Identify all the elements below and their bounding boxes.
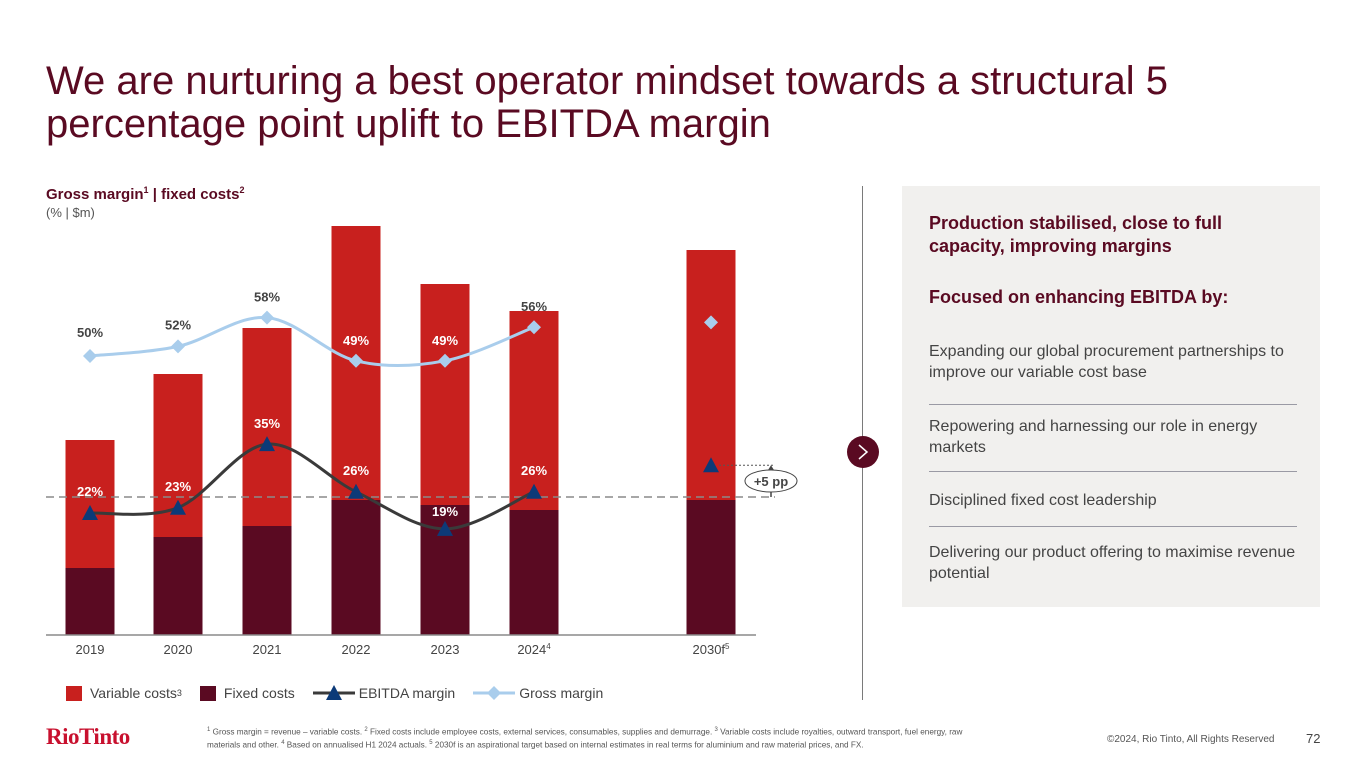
ebitda-margin-marker [82, 505, 98, 520]
chart-title-text: Gross margin [46, 186, 144, 203]
bar-fixed-costs [686, 500, 736, 635]
ebitda-margin-label: 22% [77, 484, 103, 499]
legend-label: Variable costs [90, 685, 177, 701]
footnote-sup: 1 [207, 727, 211, 733]
ebitda-margin-marker [170, 499, 186, 515]
panel-separator [929, 526, 1297, 527]
summary-panel: Production stabilised, close to full cap… [902, 186, 1320, 607]
gross-margin-label: 50% [77, 325, 103, 340]
footnote-text: Variable costs include royalties, outwar… [207, 727, 963, 750]
chart-unit: (% | $m) [46, 205, 95, 220]
panel-separator [929, 471, 1297, 472]
x-tick-label: 2022 [342, 642, 371, 657]
footnote-text: Gross margin = revenue – variable costs. [210, 727, 365, 737]
slide-title: We are nurturing a best operator mindset… [46, 59, 1169, 146]
bar-variable-costs [242, 328, 292, 526]
page-number: 72 [1306, 731, 1321, 746]
uplift-label: +5 pp [754, 474, 788, 489]
panel-item: Repowering and harnessing our role in en… [929, 418, 1258, 456]
gross-margin-label: 49% [343, 333, 369, 348]
panel-item: Delivering our product offering to maxim… [929, 544, 1296, 582]
ebitda-margin-marker [437, 520, 453, 536]
footnote-sup: 2 [364, 727, 368, 733]
ebitda-margin-label: 23% [165, 479, 191, 494]
ebitda-margin-label: 26% [343, 463, 369, 478]
chart-title: Gross margin1 | fixed costs2 [46, 185, 244, 203]
panel-separator [929, 404, 1297, 405]
chart-legend: Variable costs 3 Fixed costs EBITDA margi… [66, 684, 621, 702]
rio-tinto-logo: RioTinto [46, 724, 130, 749]
legend-ebitda-icon [312, 685, 355, 700]
gross-margin-label: 52% [165, 317, 191, 332]
footnote-text: Fixed costs include employee costs, exte… [367, 727, 715, 737]
gross-margin-marker [349, 353, 363, 368]
x-tick-label: 2021 [253, 642, 282, 657]
bar-variable-costs [509, 311, 559, 510]
ebitda-margin-label: 26% [521, 463, 547, 478]
chevron-right-button[interactable] [847, 436, 879, 468]
footnote-text: 2030f is an aspirational target based on… [432, 740, 864, 750]
legend-label: Gross margin [519, 685, 604, 701]
gross-margin-label: 49% [432, 333, 458, 348]
legend-label: Fixed costs [223, 685, 295, 701]
footnote-ref: 1 [143, 185, 149, 195]
gross-margin-marker [171, 339, 185, 354]
legend-item-gross: Gross margin [473, 684, 603, 702]
panel-heading: Production stabilised, close to full cap… [929, 213, 1223, 256]
chart: 2019 2020 2021 2022 2023 20244 2030f5 50% 52% 58%… [46, 226, 798, 657]
ebitda-margin-marker [259, 436, 275, 452]
x-tick-label: 2019 [76, 642, 105, 657]
ebitda-margin-label: 19% [432, 504, 458, 519]
panel-subheading: Focused on enhancing EBITDA by: [929, 287, 1229, 307]
legend-swatch-fixed [199, 685, 216, 701]
legend-gross-icon [473, 686, 516, 700]
footnote-sup: 3 [714, 727, 718, 733]
x-tick-label: 2023 [431, 642, 460, 657]
panel-item: Disciplined fixed cost leadership [929, 492, 1157, 509]
x-tick-label: 2020 [164, 642, 193, 657]
bar-variable-costs [420, 284, 470, 505]
x-tick-label: 2030f5 [693, 642, 731, 657]
ebitda-margin-marker [703, 457, 719, 473]
legend-item-fixed-costs: Fixed costs [199, 685, 295, 701]
gross-margin-line [89, 316, 535, 368]
gross-margin-marker [704, 315, 718, 330]
legend-item-ebitda: EBITDA margin [312, 684, 456, 702]
bar-fixed-costs [509, 510, 559, 635]
gross-margin-marker [438, 353, 452, 368]
bar-fixed-costs [242, 526, 292, 635]
legend-item-variable-costs: Variable costs 3 [66, 685, 182, 701]
ebitda-margin-marker [348, 483, 364, 499]
bar-fixed-costs [65, 568, 115, 635]
gross-margin-marker [260, 310, 274, 325]
footnote-text: Based on annualised H1 2024 actuals. [284, 740, 430, 750]
x-tick-label: 20244 [517, 642, 551, 657]
legend-swatch-variable [66, 685, 82, 701]
copyright: ©2024, Rio Tinto, All Rights Reserved [1107, 734, 1275, 745]
gross-margin-marker [527, 320, 541, 335]
bar-fixed-costs [153, 537, 203, 635]
gross-margin-label: 58% [254, 290, 280, 305]
footnote-sup: 5 [429, 739, 433, 746]
ebitda-margin-marker [526, 483, 542, 499]
bar-variable-costs [65, 440, 115, 568]
gross-margin-marker [83, 349, 97, 363]
chevron-right-icon [858, 444, 869, 460]
bar-fixed-costs [331, 500, 381, 635]
uplift-badge [744, 469, 798, 493]
footnote-sup: 4 [281, 739, 285, 746]
footnotes: 1 Gross margin = revenue – variable cost… [207, 725, 987, 750]
chart-title-text-2: | fixed costs [148, 186, 240, 203]
footnote-ref: 2 [239, 185, 245, 195]
gross-margin-label: 56% [521, 299, 547, 314]
ebitda-margin-label: 35% [254, 416, 280, 431]
legend-label: EBITDA margin [358, 685, 456, 701]
panel-item: Expanding our global procurement partner… [929, 343, 1284, 381]
footnote-ref: 3 [176, 688, 182, 698]
